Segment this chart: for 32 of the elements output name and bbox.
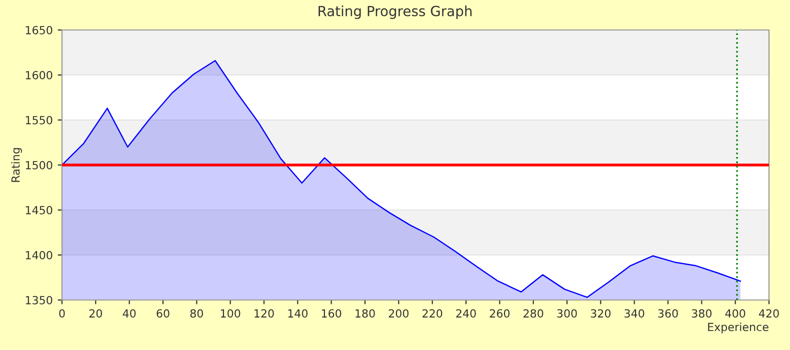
chart-title: Rating Progress Graph [318, 6, 472, 19]
y-tick-label: 1450 [26, 206, 52, 214]
x-axis-title: Experience [708, 322, 768, 334]
y-tick-label: 1400 [26, 250, 52, 260]
x-tick-label: 180 [356, 309, 375, 318]
x-tick-label: 320 [590, 309, 611, 318]
y-tick-label: 1550 [26, 116, 52, 124]
x-tick-label: 120 [254, 309, 274, 318]
y-tick-label: 1350 [26, 296, 52, 304]
y-tick-label: 1500 [26, 160, 52, 170]
x-tick-label: 20 [89, 309, 102, 318]
x-tick-label: 220 [422, 309, 442, 318]
x-tick-label: 60 [156, 309, 170, 318]
x-tick-label: 200 [388, 309, 409, 318]
x-tick-label: 40 [122, 309, 136, 318]
y-tick-label: 1600 [26, 70, 52, 80]
x-tick-label: 240 [456, 309, 476, 318]
y-tick-label: 1650 [26, 26, 52, 34]
x-tick-label: 420 [758, 309, 779, 318]
x-tick-label: 340 [624, 309, 644, 318]
y-axis-title: Rating [11, 148, 22, 182]
x-tick-label: 100 [220, 309, 240, 318]
x-tick-label: 140 [288, 309, 308, 318]
x-tick-label: 360 [658, 309, 678, 318]
x-tick-label: 0 [59, 309, 65, 318]
x-tick-label: 160 [322, 309, 342, 318]
x-tick-label: 300 [557, 309, 577, 318]
x-tick-label: 400 [725, 309, 746, 318]
x-tick-label: 260 [490, 309, 510, 318]
x-tick-label: 280 [524, 309, 544, 318]
x-tick-label: 80 [190, 309, 203, 318]
x-tick-label: 380 [692, 309, 712, 318]
